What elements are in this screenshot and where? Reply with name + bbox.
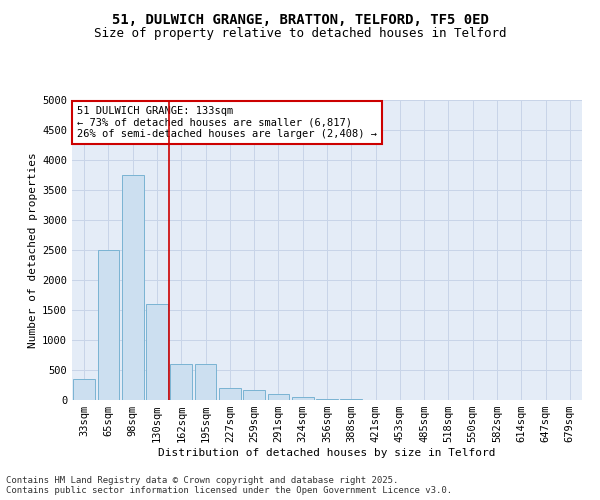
Y-axis label: Number of detached properties: Number of detached properties <box>28 152 38 348</box>
Bar <box>316 398 338 400</box>
Bar <box>243 390 265 400</box>
Text: Contains HM Land Registry data © Crown copyright and database right 2025.
Contai: Contains HM Land Registry data © Crown c… <box>6 476 452 495</box>
Bar <box>146 304 168 400</box>
X-axis label: Distribution of detached houses by size in Telford: Distribution of detached houses by size … <box>158 448 496 458</box>
Bar <box>194 364 217 400</box>
Text: 51, DULWICH GRANGE, BRATTON, TELFORD, TF5 0ED: 51, DULWICH GRANGE, BRATTON, TELFORD, TF… <box>112 12 488 26</box>
Bar <box>268 394 289 400</box>
Bar <box>292 397 314 400</box>
Bar <box>73 379 95 400</box>
Bar <box>219 388 241 400</box>
Text: Size of property relative to detached houses in Telford: Size of property relative to detached ho… <box>94 28 506 40</box>
Bar <box>97 250 119 400</box>
Bar <box>122 175 143 400</box>
Bar <box>170 364 192 400</box>
Text: 51 DULWICH GRANGE: 133sqm
← 73% of detached houses are smaller (6,817)
26% of se: 51 DULWICH GRANGE: 133sqm ← 73% of detac… <box>77 106 377 139</box>
